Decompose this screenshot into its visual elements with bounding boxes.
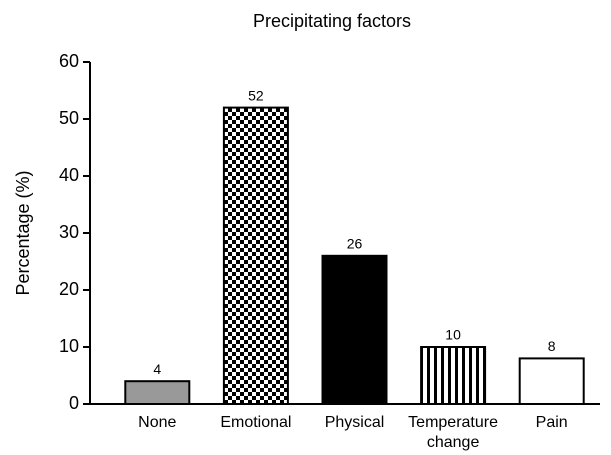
x-tick-label: Emotional xyxy=(220,414,291,431)
x-tick-label: Pain xyxy=(536,414,568,431)
bar xyxy=(222,106,289,405)
bar xyxy=(420,346,487,405)
y-tick-label: 20 xyxy=(59,279,79,299)
y-tick-label: 30 xyxy=(59,222,79,242)
bar xyxy=(321,254,388,405)
x-tick-label: Physical xyxy=(325,414,385,431)
y-tick-label: 60 xyxy=(59,51,79,71)
y-axis-label: Percentage (%) xyxy=(13,170,33,295)
x-tick-label: Temperature change xyxy=(408,414,498,451)
bar xyxy=(124,380,191,406)
y-tick-label: 10 xyxy=(59,336,79,356)
value-label: 10 xyxy=(445,327,461,343)
value-label: 8 xyxy=(548,338,556,354)
value-label: 4 xyxy=(153,361,161,377)
x-tick-label: None xyxy=(138,414,176,431)
y-tick-label: 40 xyxy=(59,165,79,185)
value-label: 26 xyxy=(347,236,363,252)
y-tick-label: 50 xyxy=(59,108,79,128)
chart-title: Precipitating factors xyxy=(253,11,411,31)
value-label: 52 xyxy=(248,87,264,103)
y-tick-label: 0 xyxy=(69,393,79,413)
bar xyxy=(518,357,585,405)
